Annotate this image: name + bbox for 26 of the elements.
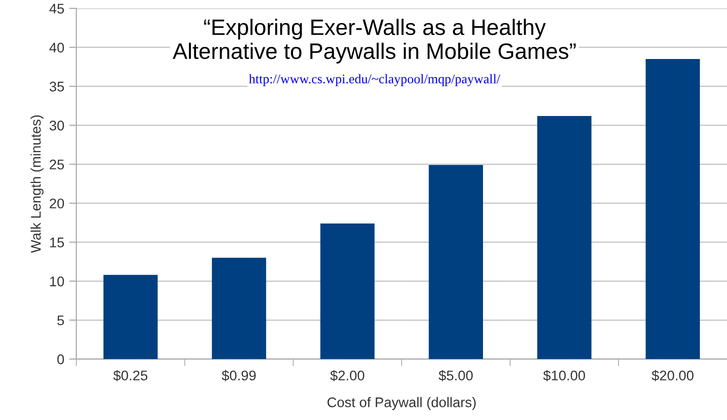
- annotation: http://www.cs.wpi.edu/~claypool/mqp/paywall/: [248, 74, 500, 86]
- y-tick-label: 5: [57, 316, 64, 326]
- x-tick-label: $0.25: [113, 370, 148, 382]
- y-tick-label: 40: [49, 42, 64, 53]
- bar: [537, 116, 592, 360]
- x-tick-label: $20.00: [652, 370, 694, 382]
- x-axis-title: Cost of Paywall (dollars): [328, 397, 476, 410]
- x-tick-label: $5.00: [438, 370, 473, 382]
- y-axis-title: Walk Length (minutes): [30, 115, 44, 253]
- bar: [103, 274, 158, 360]
- y-tick-label: 45: [49, 4, 64, 14]
- x-tick-label: $10.00: [543, 370, 586, 382]
- y-tick-label: 35: [50, 82, 64, 92]
- x-tick-label: $2.00: [330, 370, 364, 382]
- y-tick-label: 30: [50, 120, 64, 130]
- y-tick-label: 20: [50, 198, 64, 208]
- y-tick-label: 25: [50, 160, 64, 170]
- y-tick-label: 15: [50, 238, 64, 248]
- y-tick-label: 10: [50, 276, 64, 286]
- bar: [212, 258, 266, 360]
- y-tick-label: 0: [57, 354, 64, 364]
- bar: [646, 59, 700, 360]
- bar: [428, 165, 483, 360]
- x-tick-label: $0.99: [222, 370, 256, 382]
- text: “Exploring Exer-Walls as a Healthy Alternative to Paywalls in Mobile Games”: [172, 18, 576, 64]
- bar: [320, 223, 375, 360]
